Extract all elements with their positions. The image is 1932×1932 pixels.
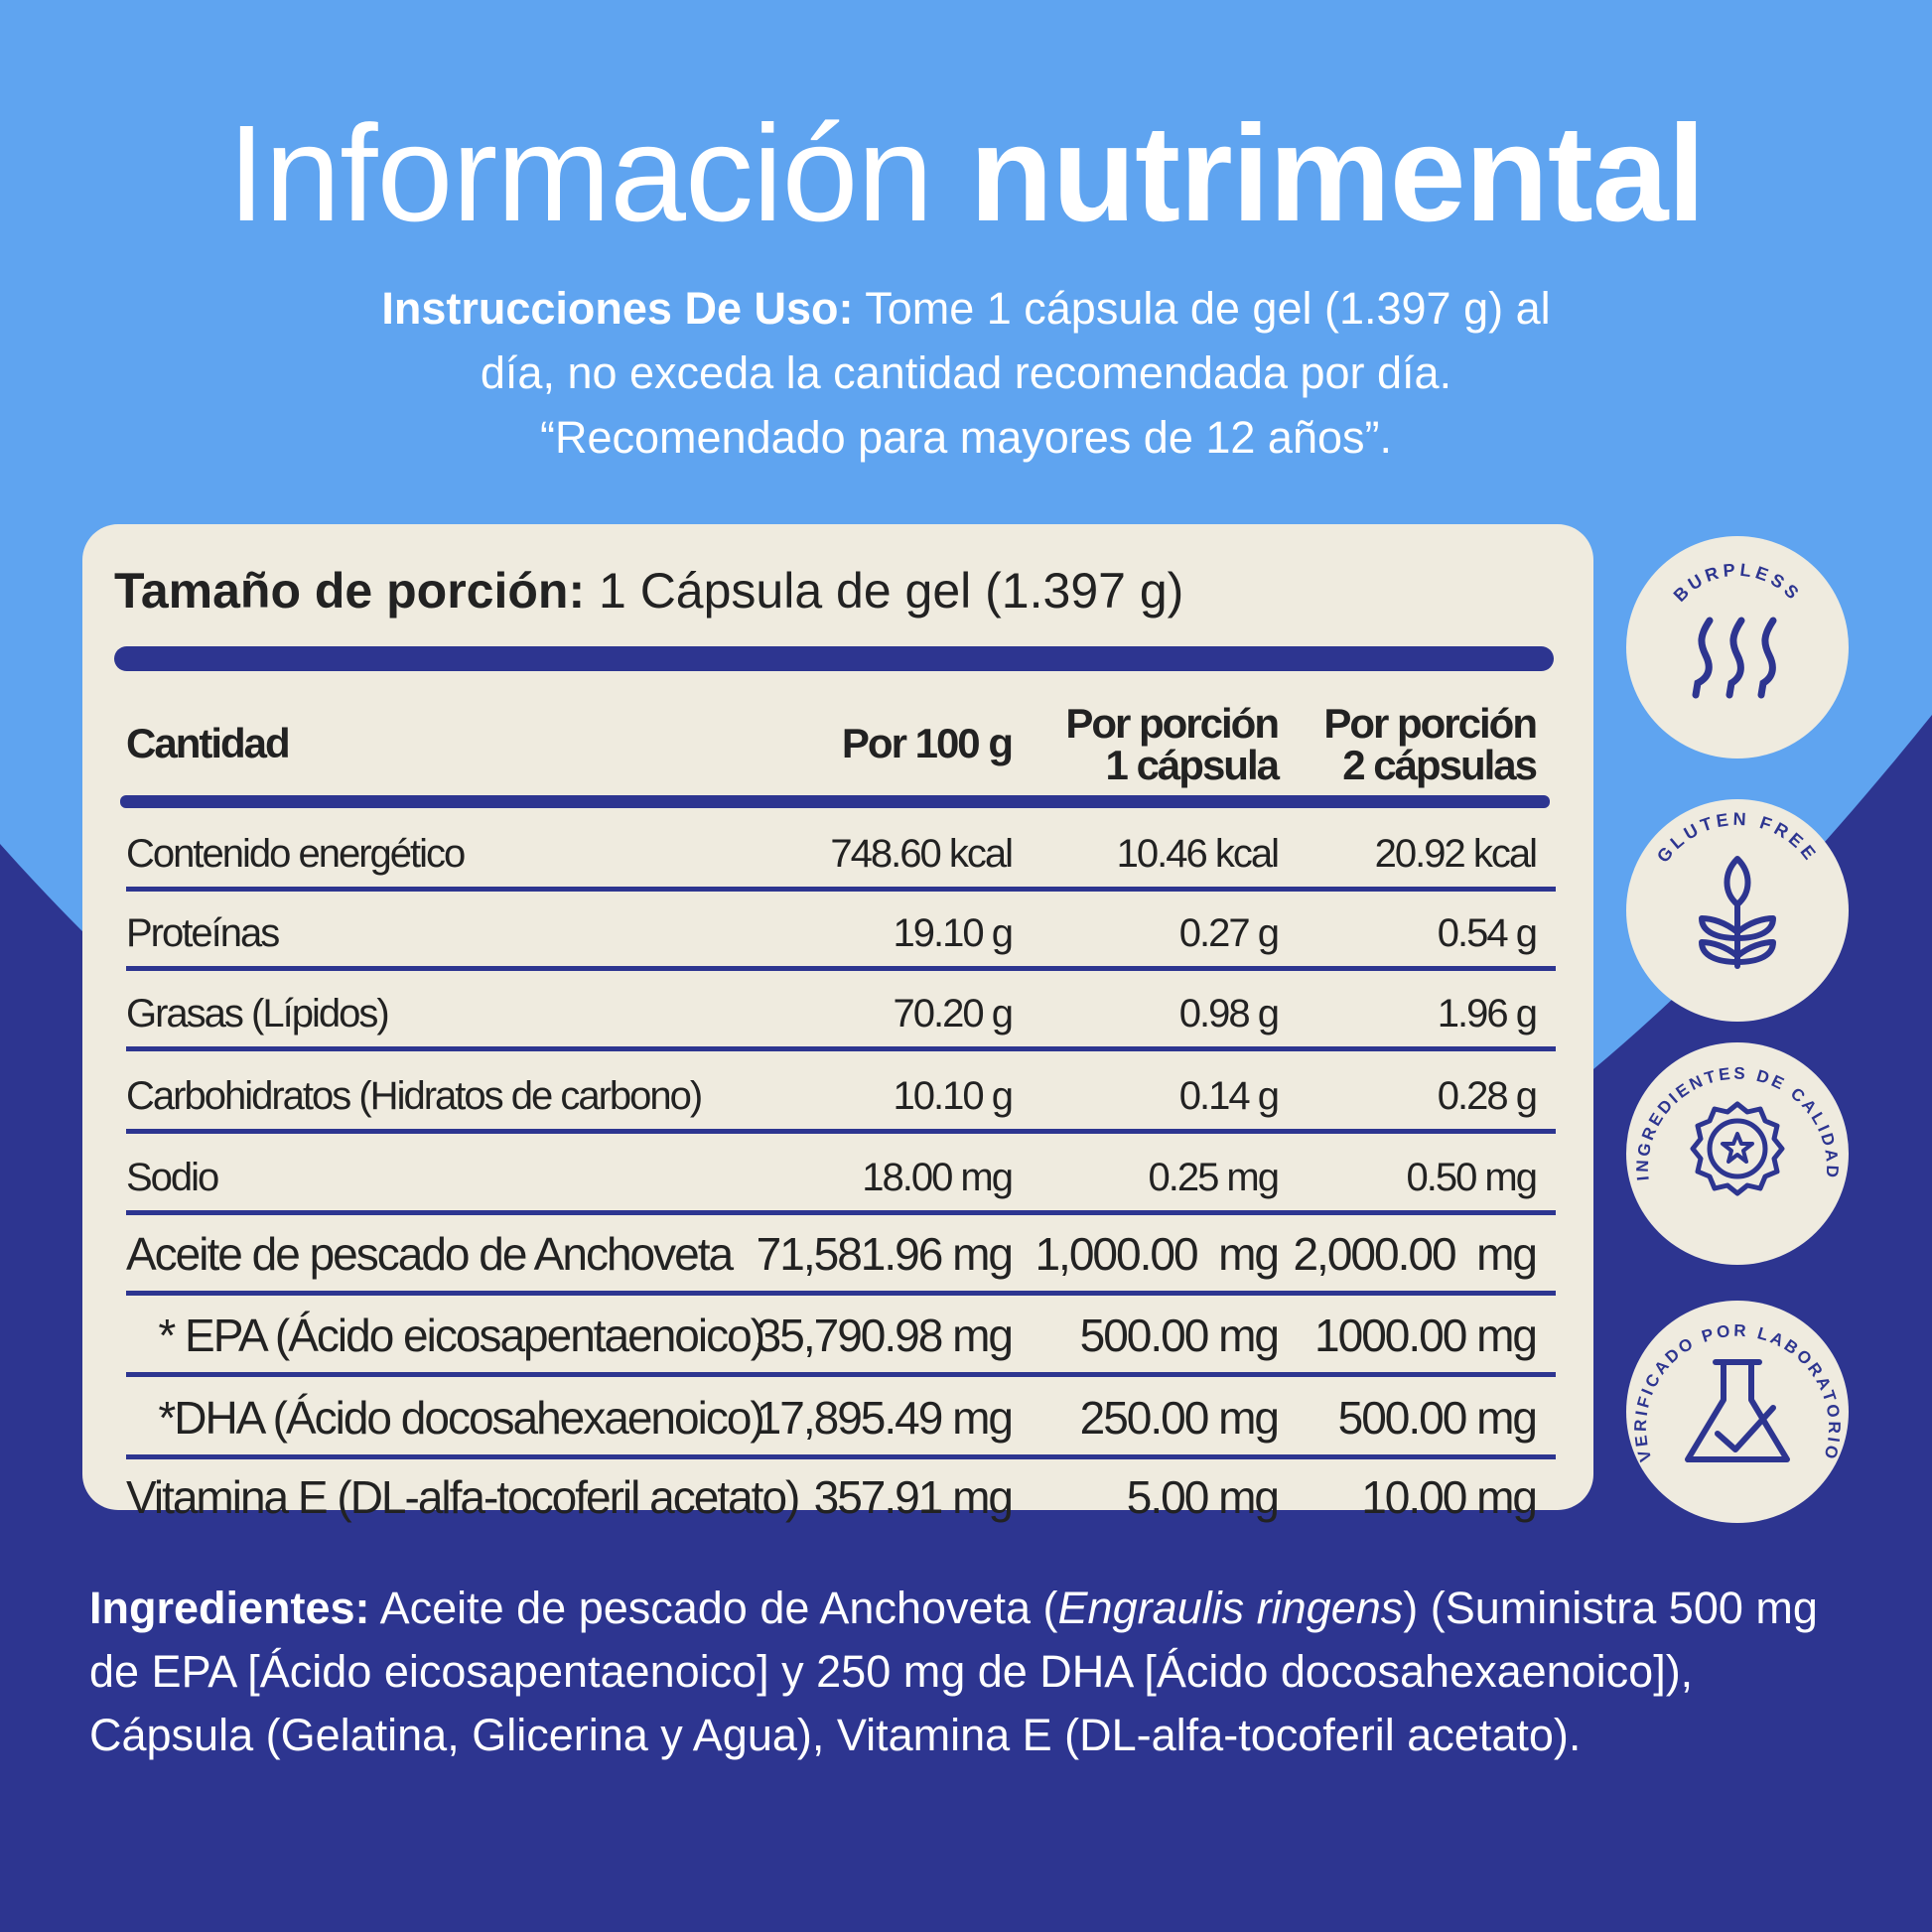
instructions-label: Instrucciones De Uso: (381, 283, 854, 334)
row-per-serving-2: 0.28 g (1437, 1074, 1538, 1118)
row-per-serving-1: 10.46 kcal (1116, 832, 1280, 876)
serving-value: 1 Cápsula de gel (1.397 g) (585, 563, 1184, 619)
wheat-icon: GLUTEN FREE (1653, 809, 1818, 969)
row-name: *DHA (Ácido docosahexaenoico) (126, 1392, 764, 1444)
row-per-serving-1: 0.25 mg (1148, 1156, 1280, 1199)
row-per-serving-2: 0.50 mg (1406, 1156, 1538, 1199)
instructions-line1: Tome 1 cápsula de gel (1.397 g) al (853, 283, 1551, 334)
row-per100: 17,895.49 mg (756, 1392, 1014, 1444)
row-per100: 10.10 g (893, 1074, 1014, 1118)
row-per-serving-2: 0.54 g (1437, 911, 1538, 955)
nutrition-rows: Contenido energético 748.60 kcal 10.46 kca… (126, 809, 1556, 1534)
table-row: Vitamina E (DL-alfa-tocoferil acetato) 35… (126, 1459, 1556, 1534)
ingredients-part2: ) (Suministra 500 mg de EPA [Ácido eicos… (89, 1583, 1818, 1760)
row-name: * EPA (Ácido eicosapentaenoico) (126, 1310, 765, 1361)
table-row: Proteínas 19.10 g 0.27 g 0.54 g (126, 892, 1556, 971)
badge-lab-verified: VERIFICADO POR LABORATORIO (1626, 1301, 1849, 1523)
row-per-serving-2: 2,000.00 mg (1293, 1228, 1538, 1280)
header-p2-line1: Por porción (1323, 700, 1538, 747)
row-per100: 748.60 kcal (830, 832, 1014, 876)
badge-gluten-free: GLUTEN FREE (1626, 799, 1849, 1022)
serving-size: Tamaño de porción: 1 Cápsula de gel (1.3… (114, 562, 1183, 620)
row-per100: 35,790.98 mg (756, 1310, 1014, 1361)
row-per-serving-1: 1,000.00 mg (1035, 1228, 1280, 1280)
title-light: Información (227, 97, 933, 250)
badge-lab-text: VERIFICADO POR LABORATORIO (1631, 1321, 1841, 1464)
table-row: * EPA (Ácido eicosapentaenoico) 35,790.98… (126, 1296, 1556, 1377)
row-name: Contenido energético (126, 832, 466, 876)
row-name: Proteínas (126, 911, 280, 955)
header-p2-line2: 2 cápsulas (1342, 742, 1538, 788)
ingredients-label: Ingredientes: (89, 1583, 370, 1633)
row-per100: 71,581.96 mg (756, 1228, 1014, 1280)
ingredients-text: Ingredientes: Aceite de pescado de Ancho… (89, 1577, 1866, 1767)
star-seal-icon: INGREDIENTES DE CALIDAD (1633, 1064, 1839, 1196)
row-per-serving-2: 500.00 mg (1337, 1392, 1538, 1444)
table-row: Contenido energético 748.60 kcal 10.46 kca… (126, 809, 1556, 892)
row-per-serving-1: 5.00 mg (1126, 1471, 1280, 1523)
ingredients-part1: Aceite de pescado de Anchoveta ( (369, 1583, 1058, 1633)
top-divider (114, 646, 1554, 671)
page-title: Información nutrimental (0, 94, 1932, 253)
header-divider (120, 795, 1550, 808)
row-per-serving-1: 0.14 g (1178, 1074, 1280, 1118)
header-p1-line2: 1 cápsula (1105, 742, 1280, 788)
header-per-serving-1: Por porción 1 cápsula (1065, 700, 1280, 788)
row-per-serving-1: 0.98 g (1178, 992, 1280, 1035)
table-header: Cantidad Por 100 g Por porción 1 cápsula… (126, 685, 1556, 802)
badge-burpless-text: BURPLESS (1670, 560, 1802, 606)
row-per-serving-1: 0.27 g (1178, 911, 1280, 955)
row-per-serving-2: 1000.00 mg (1314, 1310, 1538, 1361)
table-row: *DHA (Ácido docosahexaenoico) 17,895.49 m… (126, 1377, 1556, 1459)
title-bold: nutrimental (969, 97, 1705, 250)
row-name: Sodio (126, 1156, 219, 1199)
waves-icon: BURPLESS (1670, 560, 1806, 699)
header-per-serving-2: Por porción 2 cápsulas (1323, 700, 1538, 788)
svg-text:VERIFICADO POR LABORATORIO: VERIFICADO POR LABORATORIO (1631, 1321, 1844, 1464)
instructions-line2: día, no exceda la cantidad recomendada p… (480, 347, 1452, 398)
row-per100: 357.91 mg (813, 1471, 1014, 1523)
table-row: Carbohidratos (Hidratos de carbono) 10.10… (126, 1051, 1556, 1134)
table-row: Grasas (Lípidos) 70.20 g 0.98 g 1.96 g (126, 971, 1556, 1051)
header-p1-line1: Por porción (1065, 700, 1280, 747)
badge-burpless: BURPLESS (1626, 536, 1849, 759)
flask-check-icon: VERIFICADO POR LABORATORIO (1631, 1321, 1844, 1464)
ingredients-species: Engraulis ringens (1057, 1583, 1404, 1633)
serving-label: Tamaño de porción: (114, 563, 586, 619)
row-per100: 18.00 mg (862, 1156, 1014, 1199)
row-per-serving-2: 1.96 g (1437, 992, 1538, 1035)
row-name: Vitamina E (DL-alfa-tocoferil acetato) (126, 1471, 800, 1523)
badge-quality-ingredients: INGREDIENTES DE CALIDAD (1626, 1042, 1849, 1265)
row-per-serving-1: 500.00 mg (1079, 1310, 1280, 1361)
table-row: Sodio 18.00 mg 0.25 mg 0.50 mg (126, 1134, 1556, 1215)
usage-instructions: Instrucciones De Uso: Tome 1 cápsula de … (271, 276, 1661, 470)
row-name: Carbohidratos (Hidratos de carbono) (126, 1074, 703, 1118)
row-per-serving-2: 10.00 mg (1361, 1471, 1538, 1523)
nutrition-card: Tamaño de porción: 1 Cápsula de gel (1.3… (82, 524, 1593, 1523)
svg-text:BURPLESS: BURPLESS (1670, 560, 1806, 606)
instructions-line3: “Recomendado para mayores de 12 años”. (540, 412, 1392, 463)
table-row: Aceite de pescado de Anchoveta 71,581.96 … (126, 1215, 1556, 1296)
row-per-serving-2: 20.92 kcal (1374, 832, 1538, 876)
row-per-serving-1: 250.00 mg (1079, 1392, 1280, 1444)
header-cantidad: Cantidad (126, 720, 291, 766)
row-per100: 70.20 g (893, 992, 1014, 1035)
row-name: Grasas (Lípidos) (126, 992, 390, 1035)
header-per100: Por 100 g (841, 720, 1014, 766)
row-per100: 19.10 g (893, 911, 1014, 955)
row-name: Aceite de pescado de Anchoveta (126, 1228, 734, 1280)
